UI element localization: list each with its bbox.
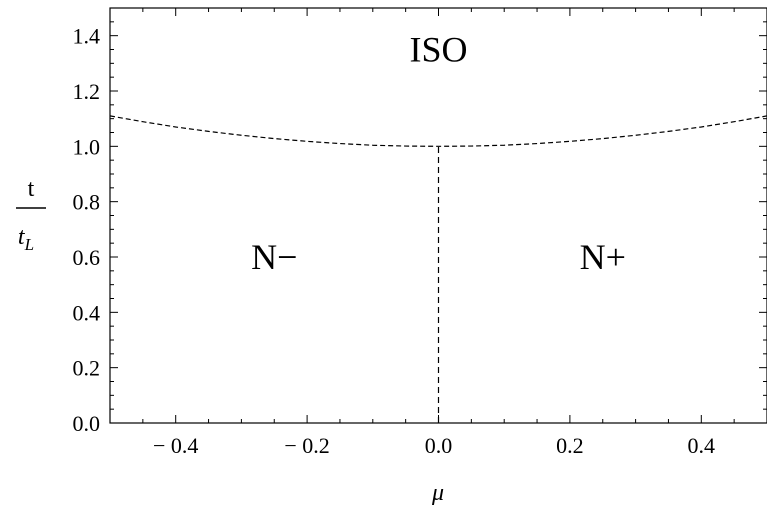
x-axis-label: μ xyxy=(431,480,444,506)
phase-boundaries xyxy=(109,115,767,423)
y-tick-label: 0.4 xyxy=(73,300,101,325)
iso-nematic-boundary-line xyxy=(109,115,767,147)
x-tick-label: 0.2 xyxy=(556,433,584,458)
y-axis-label-numerator: t xyxy=(28,176,35,202)
y-tick-label: 1.4 xyxy=(73,24,101,49)
region-label: N− xyxy=(251,237,297,277)
region-label: ISO xyxy=(409,30,467,70)
y-tick-label: 1.2 xyxy=(73,79,101,104)
axis-ticks xyxy=(109,7,767,424)
axis-tick-labels: − 0.4 − 0.2 0.0 0.2 0.4 0.0 0.2 0.4 0.6 0.8 1.0 1.2… xyxy=(73,24,716,458)
y-tick-label: 0.2 xyxy=(73,356,101,381)
x-tick-label: − 0.2 xyxy=(284,433,329,458)
y-tick-label: 0.0 xyxy=(73,411,101,436)
x-tick-label: 0.4 xyxy=(688,433,716,458)
y-tick-label: 0.8 xyxy=(73,190,101,215)
y-axis-label: t tL xyxy=(16,176,46,254)
x-tick-label: − 0.4 xyxy=(153,433,198,458)
x-tick-label: 0.0 xyxy=(425,433,453,458)
y-tick-label: 1.0 xyxy=(73,134,101,159)
y-tick-label: 0.6 xyxy=(73,245,101,270)
y-axis-label-denominator: tL xyxy=(18,224,34,254)
region-label: N+ xyxy=(580,237,626,277)
region-labels: ISO N− N+ xyxy=(251,30,626,278)
